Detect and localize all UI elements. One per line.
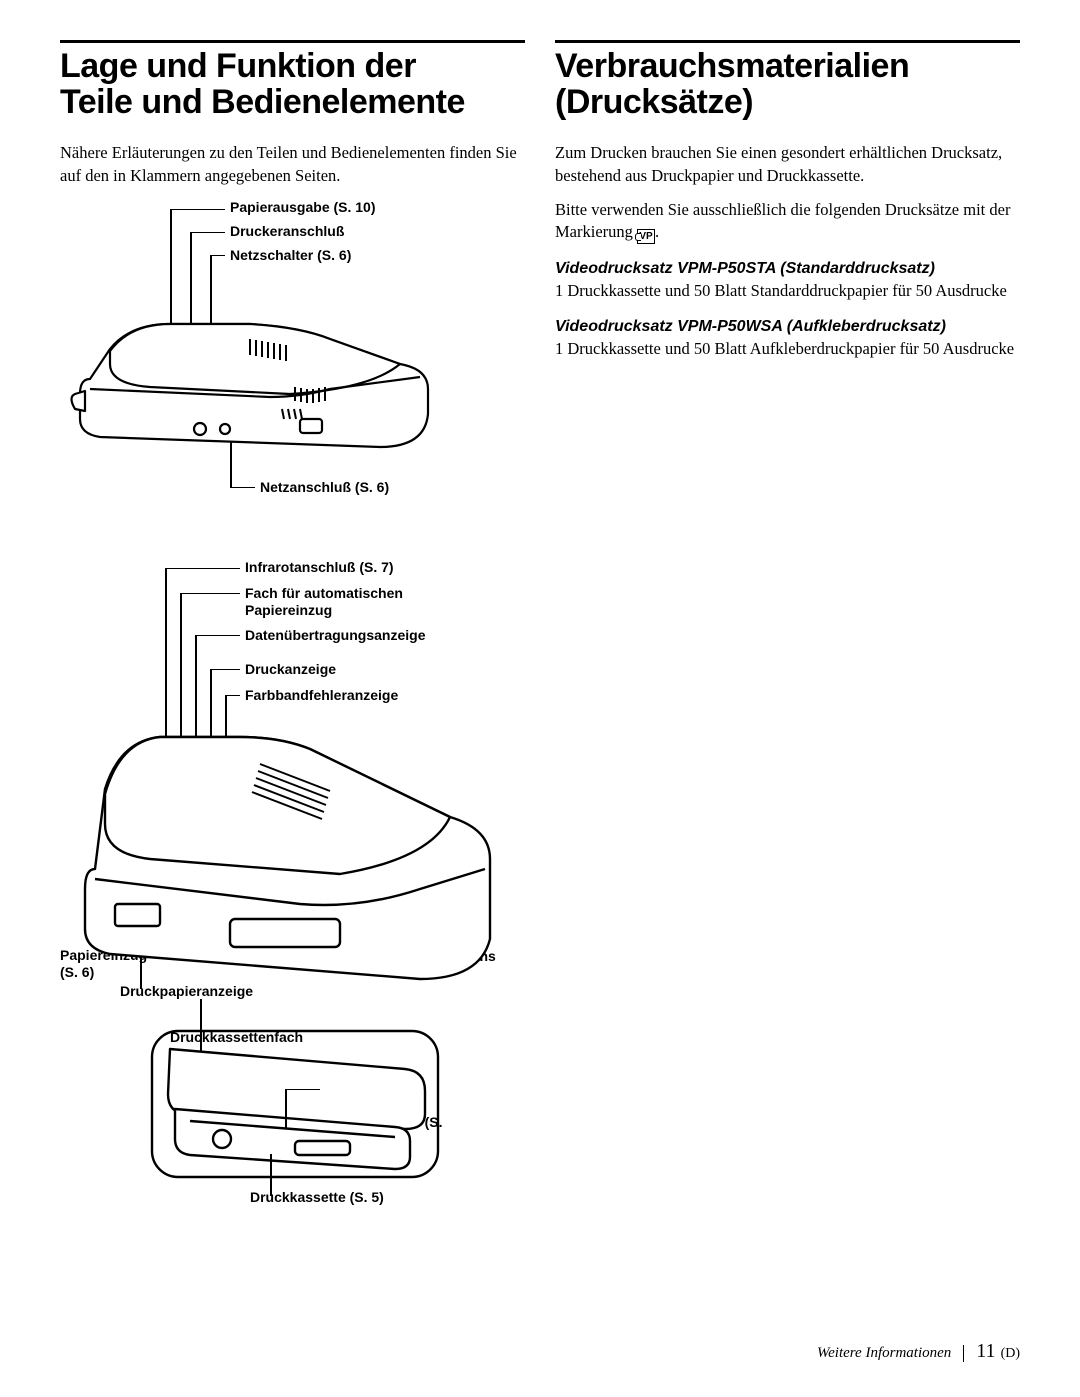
leader	[225, 695, 240, 697]
text: .	[655, 222, 659, 241]
diagram-front-view: Infrarotanschluß (S. 7) Fach für automat…	[60, 559, 525, 1219]
right-heading: Verbrauchsmaterialien (Drucksätze)	[555, 49, 1020, 120]
leader	[165, 568, 240, 570]
item2-heading: Videodrucksatz VPM-P50WSA (Aufkleberdruc…	[555, 318, 1020, 336]
label-ribbon-led: Farbbandfehleranzeige	[245, 687, 398, 705]
label-ir: Infrarotanschluß (S. 7)	[245, 559, 394, 577]
leader	[170, 209, 225, 211]
heading-line: (Drucksätze)	[555, 83, 753, 121]
right-intro-1: Zum Drucken brauchen Sie einen gesondert…	[555, 142, 1020, 187]
heading-line: Teile und Bedienelemente	[60, 83, 465, 121]
label-data-led: Datenübertragungsanzeige	[245, 627, 425, 645]
leader	[210, 255, 225, 257]
leader	[285, 1089, 287, 1129]
device-rear-illustration	[70, 269, 440, 459]
page-num: 11	[976, 1340, 995, 1362]
heading-rule	[555, 40, 1020, 43]
left-heading: Lage und Funktion der Teile und Bedienel…	[60, 49, 525, 120]
right-column: Verbrauchsmaterialien (Drucksätze) Zum D…	[555, 40, 1020, 1219]
text: Bitte verwenden Sie ausschließlich die f…	[555, 200, 1010, 241]
heading-line: Lage und Funktion der	[60, 47, 416, 85]
leader	[285, 1089, 320, 1091]
diagram-rear-view: Papierausgabe (S. 10) Druckeranschluß Ne…	[60, 199, 525, 519]
left-column: Lage und Funktion der Teile und Bedienel…	[60, 40, 525, 1219]
label-print-led: Druckanzeige	[245, 661, 336, 679]
footer-section: Weitere Informationen	[817, 1345, 964, 1362]
heading-rule	[60, 40, 525, 43]
right-intro-2: Bitte verwenden Sie ausschließlich die f…	[555, 199, 1020, 244]
leader	[190, 232, 225, 234]
leader	[195, 635, 240, 637]
page-lang: (D)	[1001, 1346, 1020, 1361]
leader	[230, 487, 255, 489]
item1-body: 1 Druckkassette und 50 Blatt Standarddru…	[555, 280, 1020, 302]
page: Lage und Funktion der Teile und Bedienel…	[60, 40, 1020, 1219]
page-number: 11 (D)	[976, 1340, 1020, 1363]
label-paper-out: Papierausgabe (S. 10)	[230, 199, 376, 217]
cassette-illustration	[150, 1029, 440, 1179]
leader	[270, 1154, 272, 1196]
heading-line: Verbrauchsmaterialien	[555, 47, 909, 85]
page-footer: Weitere Informationen 11 (D)	[817, 1340, 1020, 1363]
leader	[180, 593, 240, 595]
item1-heading: Videodrucksatz VPM-P50STA (Standarddruck…	[555, 260, 1020, 278]
left-intro: Nähere Erläuterungen zu den Teilen und B…	[60, 142, 525, 187]
label-auto-tray: Fach für automatischen Papiereinzug	[245, 585, 455, 620]
leader	[210, 669, 240, 671]
device-front-illustration	[80, 709, 510, 989]
label-power-switch: Netzschalter (S. 6)	[230, 247, 351, 265]
label-power-conn: Netzanschluß (S. 6)	[260, 479, 389, 497]
item2-body: 1 Druckkassette und 50 Blatt Aufkleberdr…	[555, 338, 1020, 360]
vp-mark-icon: VP	[637, 229, 655, 244]
label-printer-conn: Druckeranschluß	[230, 223, 344, 241]
